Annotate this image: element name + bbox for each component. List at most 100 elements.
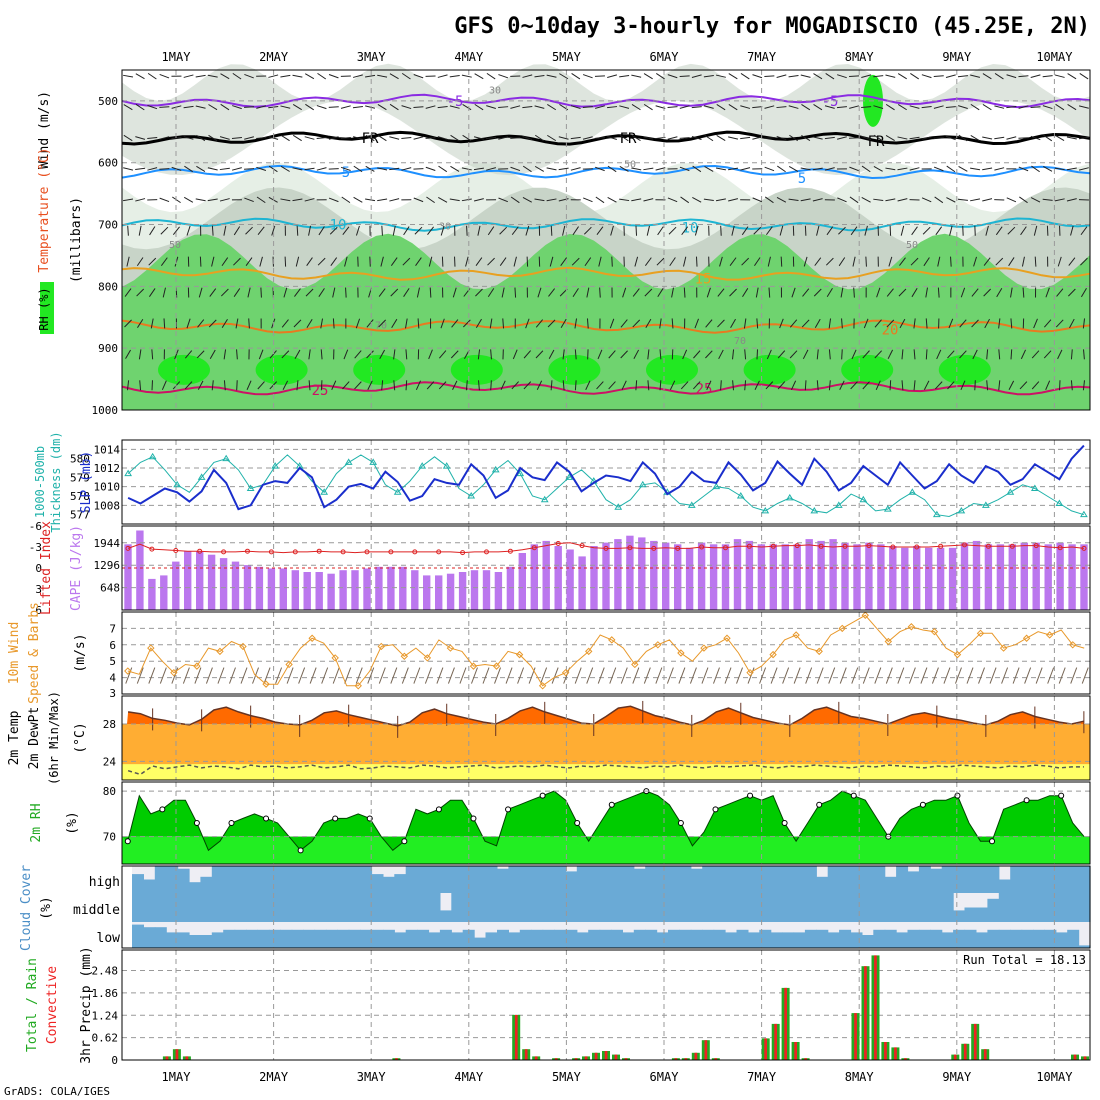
- wind-barb: [293, 319, 302, 328]
- wind-barb: [861, 135, 872, 141]
- wind-barb: [994, 105, 1005, 109]
- cloud-cell-middle: [257, 893, 270, 922]
- cloud-cell-middle: [884, 893, 897, 922]
- wind-barb: [671, 287, 674, 298]
- wind-barb: [1021, 256, 1025, 267]
- rh-core-blob: [353, 354, 406, 385]
- cloud-cell-low: [747, 932, 760, 948]
- isotherm-line: [121, 217, 1091, 232]
- cape-bar: [925, 547, 933, 610]
- cape-bar: [733, 539, 742, 610]
- wind-barb: [1020, 349, 1027, 360]
- wind-barb: [813, 103, 823, 111]
- wind-barb: [126, 380, 130, 391]
- wind-barb: [450, 165, 460, 172]
- cape-bar: [602, 542, 610, 610]
- wind-barb: [473, 198, 484, 202]
- wind-barb: [316, 105, 327, 110]
- wind-barb: [824, 105, 835, 109]
- wind-barb: [679, 105, 690, 109]
- cape-bar: [327, 573, 335, 610]
- wind-barb: [461, 167, 472, 171]
- wind-barb: [800, 167, 811, 171]
- wind-barb: [945, 106, 956, 109]
- wind-barb: [196, 134, 206, 142]
- wind-barb: [996, 288, 1003, 298]
- cloud-cell-middle: [223, 893, 236, 922]
- li-point: [388, 549, 394, 555]
- wind-barb: [1057, 256, 1062, 267]
- cloud-cell-middle: [816, 893, 829, 922]
- wind-barb: [801, 319, 810, 328]
- cape-bar: [148, 578, 156, 610]
- li-point: [149, 546, 155, 552]
- wind-barb: [1012, 667, 1020, 684]
- wind-barb: [666, 667, 674, 684]
- wind-barb: [764, 196, 774, 204]
- rh-point: [781, 820, 788, 826]
- li-point: [221, 549, 227, 555]
- wind-speed-point: [884, 637, 893, 646]
- wind-barb: [800, 198, 811, 202]
- wind-barb: [978, 667, 985, 684]
- day-label-top: 3MAY: [357, 50, 387, 64]
- precip-conv-bar: [624, 1058, 628, 1060]
- wind-speed-point: [285, 660, 293, 669]
- wind-barb: [389, 73, 399, 80]
- cape-bar: [494, 572, 503, 610]
- li-line: [127, 542, 1085, 554]
- wind-barb: [694, 318, 699, 329]
- rh-point: [332, 815, 339, 822]
- cloud-cell-low: [371, 929, 384, 948]
- wind-barb: [1047, 667, 1055, 684]
- wind-barb: [1079, 73, 1089, 80]
- wind-barb: [1018, 166, 1029, 172]
- rh-tick-label: 80: [103, 785, 116, 798]
- day-label-top: 6MAY: [650, 50, 680, 64]
- cape-bar: [781, 544, 789, 610]
- wind-barb: [306, 318, 313, 328]
- wind-barb: [377, 167, 388, 171]
- rh-point: [539, 792, 546, 799]
- precip-tick-label: 1.24: [92, 1009, 119, 1022]
- wind-barb: [728, 198, 739, 202]
- wind-barb: [789, 319, 798, 328]
- wind-barb: [862, 667, 870, 684]
- contour-label: 5: [342, 165, 350, 181]
- cloud-cell-high: [451, 866, 464, 893]
- wind-barb: [342, 226, 350, 235]
- wind-barb: [500, 380, 506, 391]
- rh-band-upper: [122, 63, 1090, 176]
- rh-core-blob: [743, 354, 796, 385]
- wind-barb: [689, 667, 697, 684]
- cloud-cell-low: [896, 932, 909, 948]
- thickness-point: [418, 462, 427, 469]
- cape-bar: [817, 540, 825, 610]
- wind-barb: [946, 165, 956, 173]
- wind-barb: [704, 134, 714, 142]
- li-point: [579, 543, 585, 549]
- wind-barb: [960, 380, 966, 391]
- li-point: [436, 549, 442, 555]
- wind-barb: [934, 196, 944, 204]
- wind-barb: [607, 196, 617, 203]
- cloud-cell-middle: [405, 893, 418, 922]
- cape-bar: [757, 544, 766, 610]
- wind-barb: [945, 74, 956, 78]
- wind-speed-point: [907, 623, 916, 631]
- thickness-point: [491, 465, 500, 473]
- wind-barb: [219, 136, 230, 140]
- wind-barb: [741, 257, 750, 266]
- li-tick-label: 3: [35, 583, 42, 596]
- wind-barb: [632, 319, 641, 328]
- wind-barb: [619, 198, 630, 202]
- wind-barb: [1030, 197, 1041, 203]
- wind-barb: [318, 226, 325, 236]
- wind-barb: [973, 256, 978, 267]
- wind-barb: [354, 381, 362, 390]
- cloud-cell-low: [759, 929, 772, 948]
- li-point: [603, 545, 609, 551]
- wind-barb: [562, 225, 566, 236]
